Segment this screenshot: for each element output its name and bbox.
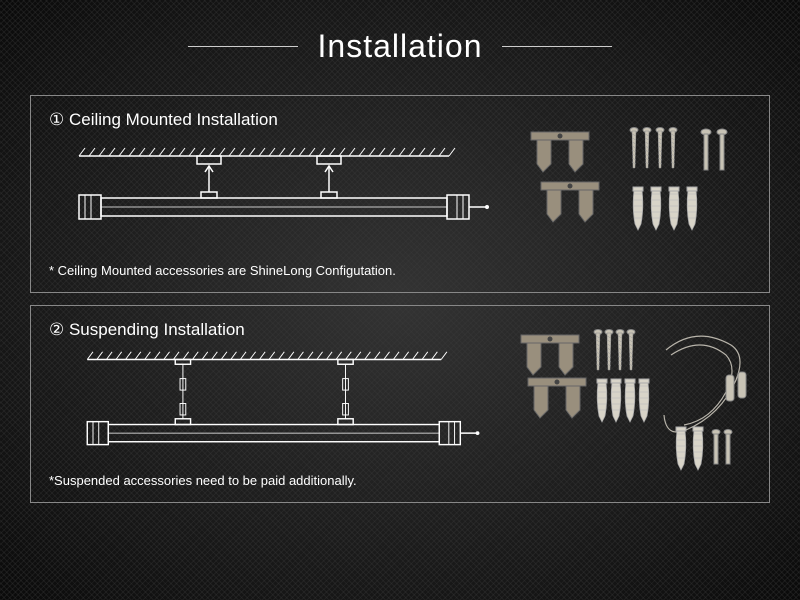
header: Installation <box>0 0 800 83</box>
panel-note: *Suspended accessories need to be paid a… <box>49 473 506 488</box>
ceiling-mounted-diagram <box>49 138 489 248</box>
ceiling-accessories-illustration <box>516 110 751 260</box>
page-title: Installation <box>318 28 483 65</box>
header-line-right <box>502 46 612 47</box>
header-line-left <box>188 46 298 47</box>
suspending-diagram <box>49 348 489 458</box>
panel-suspending: ② Suspending Installation *Suspended acc… <box>30 305 770 503</box>
panel-title: ② Suspending Installation <box>49 320 506 340</box>
panel-note: * Ceiling Mounted accessories are ShineL… <box>49 263 506 278</box>
panel-ceiling-mounted: ① Ceiling Mounted Installation * Ceiling… <box>30 95 770 293</box>
panel-left: ② Suspending Installation *Suspended acc… <box>49 320 506 488</box>
suspending-accessories-illustration <box>516 320 751 475</box>
panel-title: ① Ceiling Mounted Installation <box>49 110 506 130</box>
panel-left: ① Ceiling Mounted Installation * Ceiling… <box>49 110 506 278</box>
